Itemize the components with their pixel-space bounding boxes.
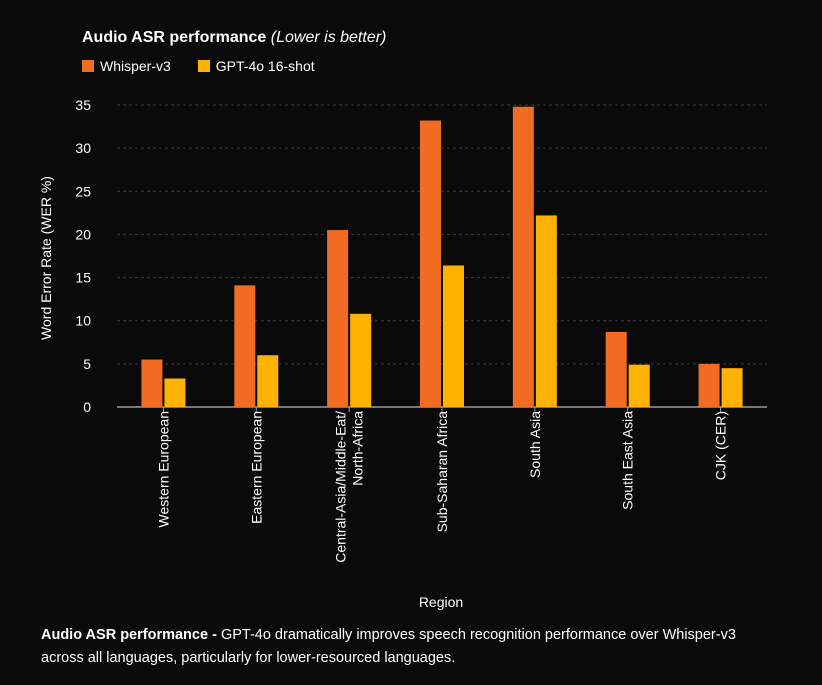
bar-gpt4o bbox=[257, 355, 279, 407]
bar-whisper bbox=[698, 363, 720, 407]
y-tick-label: 25 bbox=[75, 183, 91, 199]
legend-swatch-gpt4o bbox=[197, 60, 210, 72]
bar-gpt4o bbox=[164, 378, 186, 407]
caption-text: GPT-4o dramatically improves speech reco… bbox=[41, 627, 736, 666]
chart-caption: Audio ASR performance - GPT-4o dramatica… bbox=[41, 624, 761, 670]
bar-gpt4o bbox=[443, 265, 464, 407]
x-tick-label: Central-Asia/Middle-Eat/ bbox=[333, 411, 349, 563]
chart-legend: Whisper-v3 GPT-4o 16-shot bbox=[82, 58, 342, 74]
bar-gpt4o bbox=[350, 313, 372, 407]
x-tick-label: North-Africa bbox=[350, 411, 366, 486]
bar-whisper bbox=[327, 230, 349, 407]
x-tick-label: South Asia bbox=[527, 411, 543, 478]
legend-item-gpt4o: GPT-4o 16-shot bbox=[197, 58, 315, 74]
x-axis-label: Region bbox=[419, 594, 463, 610]
bar-chart: 0 5 10 15 20 25 30 35 Western European Eastern Eu… bbox=[38, 97, 767, 610]
y-tick-label: 30 bbox=[75, 140, 91, 156]
legend-label-gpt4o: GPT-4o 16-shot bbox=[215, 58, 315, 74]
bar-whisper bbox=[605, 331, 627, 407]
legend-label-whisper: Whisper-v3 bbox=[100, 58, 171, 74]
y-tick-label: 10 bbox=[75, 313, 91, 329]
bar-whisper bbox=[234, 285, 256, 407]
bar-gpt4o bbox=[535, 215, 557, 407]
x-tick-label: CJK (CER) bbox=[713, 411, 729, 480]
bar-whisper bbox=[141, 359, 163, 407]
y-tick-label: 5 bbox=[83, 356, 91, 372]
chart-subtitle: (Lower is better) bbox=[270, 29, 387, 46]
chart-title: Audio ASR performance (Lower is better) bbox=[82, 29, 386, 47]
y-tick-label: 35 bbox=[75, 97, 91, 113]
y-axis-label: Word Error Rate (WER %) bbox=[38, 176, 54, 340]
y-tick-label: 20 bbox=[75, 226, 91, 242]
x-tick-label: Sub-Saharan Africa bbox=[434, 411, 450, 533]
bar-whisper bbox=[420, 120, 441, 407]
x-tick-label: Eastern European bbox=[248, 411, 264, 524]
caption-bold: Audio ASR performance - bbox=[41, 627, 221, 643]
legend-item-whisper: Whisper-v3 bbox=[82, 58, 171, 74]
y-tick-label: 0 bbox=[83, 399, 91, 415]
chart-title-text: Audio ASR performance bbox=[82, 29, 267, 46]
y-tick-label: 15 bbox=[75, 270, 91, 286]
bar-gpt4o bbox=[628, 364, 650, 407]
x-tick-label: Western European bbox=[155, 411, 171, 527]
bar-whisper bbox=[512, 106, 534, 408]
legend-swatch-whisper bbox=[82, 60, 94, 72]
x-tick-label: South East Asia bbox=[620, 411, 636, 510]
bar-gpt4o bbox=[721, 368, 743, 407]
